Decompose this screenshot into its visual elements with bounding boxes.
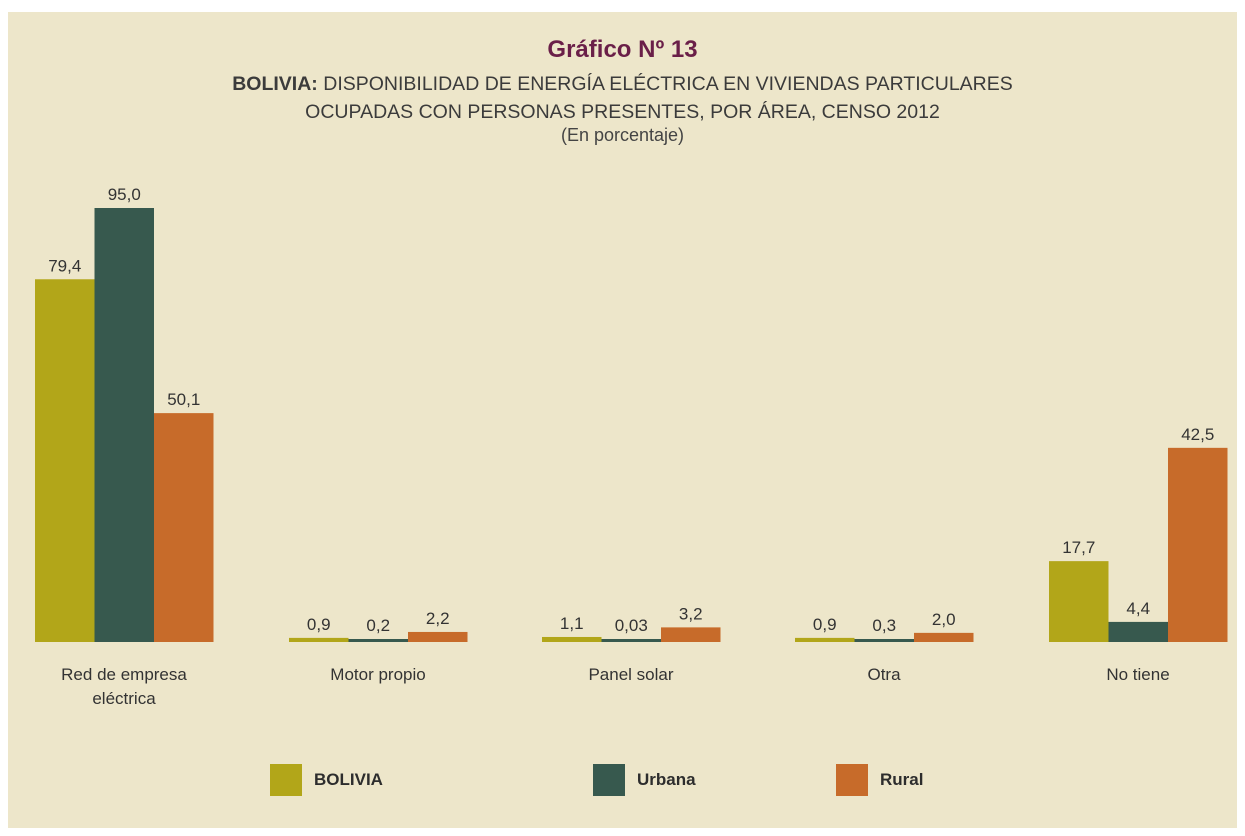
data-label-bolivia-no-tiene: 17,7 [1062,538,1095,557]
legend-swatch-rural [836,764,868,796]
bar-urbana-otra [854,639,914,642]
category-label-red-de-empresa-electrica: Red de empresa eléctrica [61,665,187,708]
data-label-bolivia-red-de-empresa-electrica: 79,4 [48,256,81,275]
subtitle-line-1: DISPONIBILIDAD DE ENERGÍA ELÉCTRICA EN V… [323,73,1013,95]
legend-swatch-urbana [593,764,625,796]
bar-urbana-red-de-empresa-electrica [94,208,154,642]
data-label-urbana-red-de-empresa-electrica: 95,0 [108,185,141,204]
category-label-motor-propio: Motor propio [330,665,425,684]
data-label-urbana-no-tiene: 4,4 [1126,599,1150,618]
subtitle-line-2: OCUPADAS CON PERSONAS PRESENTES, POR ÁRE… [305,101,940,123]
bar-bolivia-motor-propio [289,637,349,642]
data-label-bolivia-panel-solar: 1,1 [560,614,584,633]
bar-urbana-motor-propio [348,639,408,642]
bar-bolivia-red-de-empresa-electrica [35,279,95,642]
data-label-urbana-otra: 0,3 [872,616,896,635]
data-label-rural-panel-solar: 3,2 [679,604,703,623]
data-label-rural-motor-propio: 2,2 [426,609,450,628]
bar-urbana-panel-solar [601,639,661,642]
subtitle-bold: BOLIVIA: [232,73,318,95]
chart-subtitle: BOLIVIA: DISPONIBILIDAD DE ENERGÍA ELÉCT… [0,70,1245,126]
chart-title: Gráfico Nº 13 [547,36,698,63]
data-label-bolivia-otra: 0,9 [813,615,837,634]
data-label-rural-red-de-empresa-electrica: 50,1 [167,390,200,409]
bar-bolivia-otra [795,637,855,642]
bar-bolivia-no-tiene [1049,561,1109,642]
data-label-urbana-motor-propio: 0,2 [366,616,390,635]
legend-item-rural: Rural [836,764,923,796]
data-label-urbana-panel-solar: 0,03 [615,616,648,635]
category-label-no-tiene: No tiene [1106,665,1169,684]
legend-label-urbana: Urbana [637,770,696,789]
bar-rural-otra [914,632,974,642]
bar-rural-motor-propio [408,631,468,642]
category-label-otra: Otra [867,665,901,684]
bar-rural-red-de-empresa-electrica [154,413,214,642]
bar-rural-panel-solar [661,627,721,642]
data-label-rural-no-tiene: 42,5 [1181,425,1214,444]
bar-urbana-no-tiene [1108,621,1168,642]
data-label-rural-otra: 2,0 [932,610,956,629]
chart-units: (En porcentaje) [560,125,685,145]
data-label-bolivia-motor-propio: 0,9 [307,615,331,634]
bar-rural-no-tiene [1168,447,1228,642]
legend-item-urbana: Urbana [593,764,696,796]
legend-label-rural: Rural [880,770,924,789]
bar-bolivia-panel-solar [542,636,602,642]
category-label-panel-solar: Panel solar [588,665,673,684]
legend-item-bolivia: BOLIVIA [270,764,383,796]
legend-swatch-bolivia [270,764,302,796]
legend-label-bolivia: BOLIVIA [314,770,383,789]
